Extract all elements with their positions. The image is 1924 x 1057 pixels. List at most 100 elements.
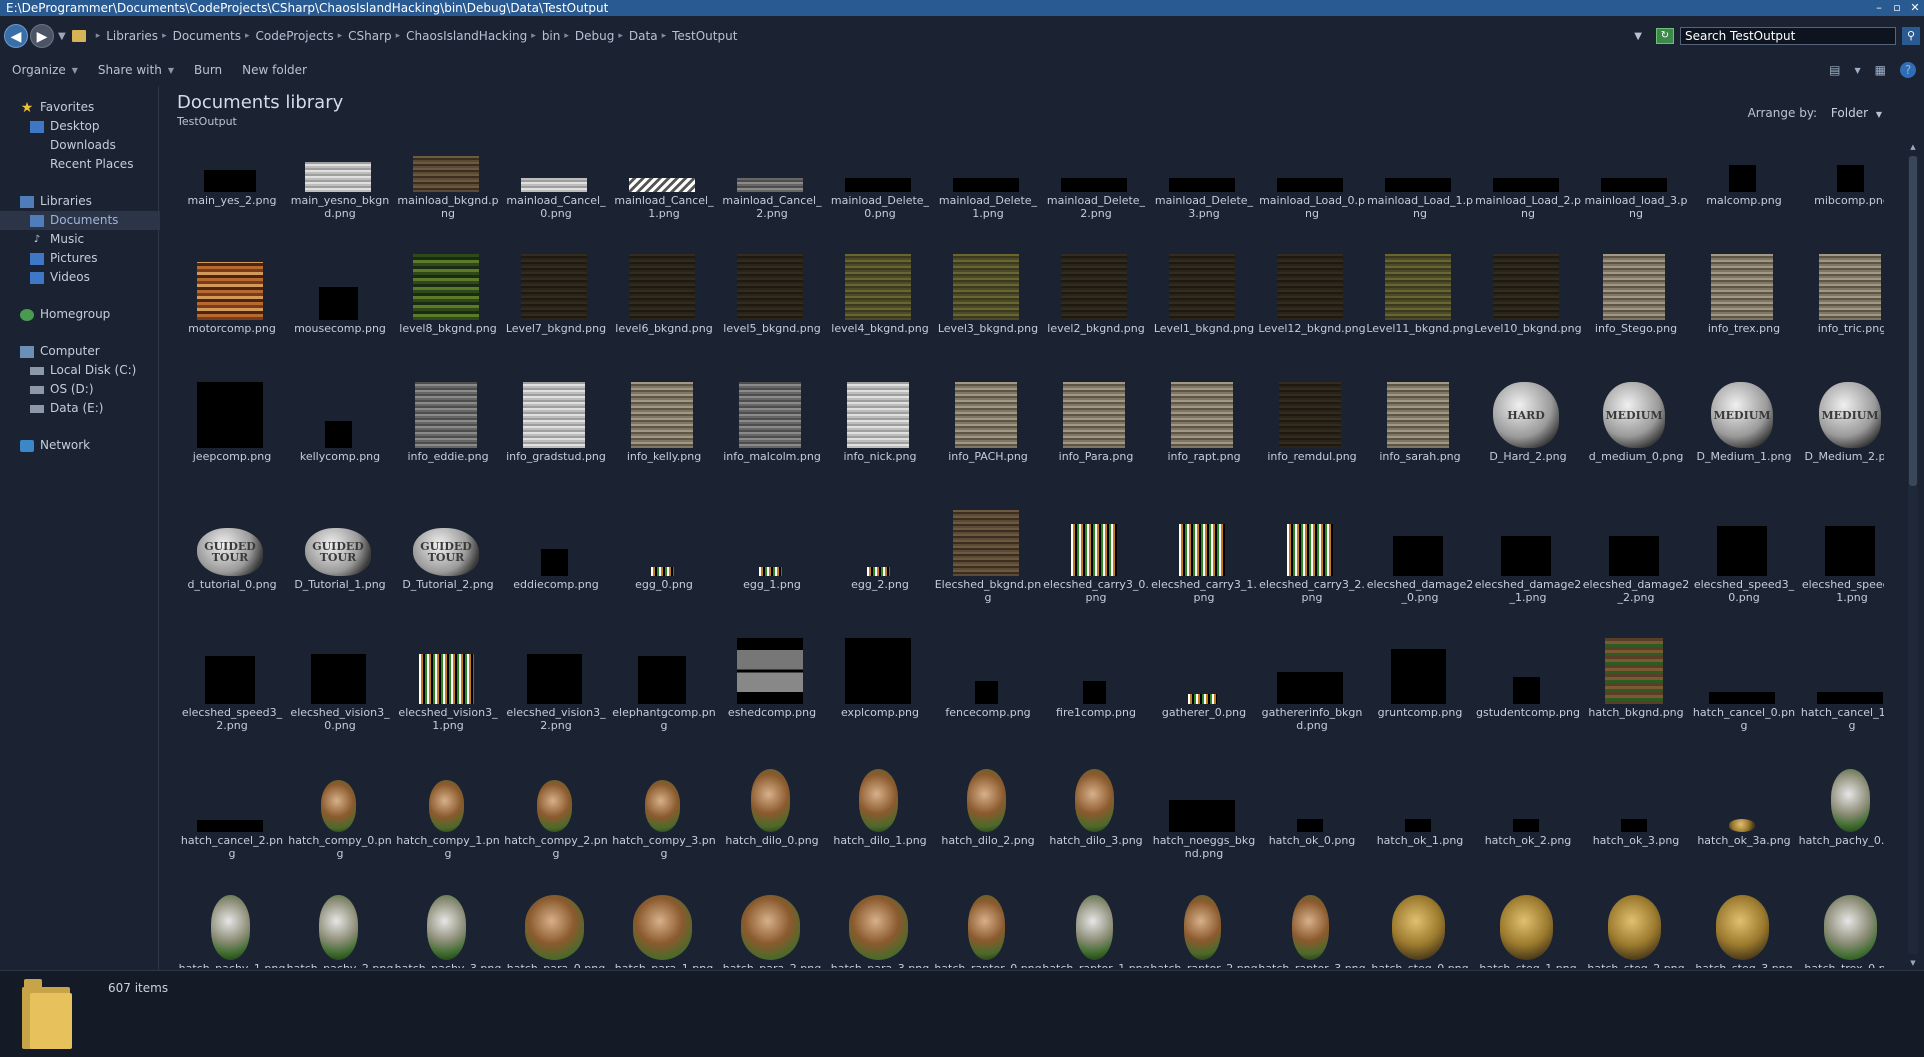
file-item[interactable]: MEDIUM D_Medium_1.png bbox=[1690, 382, 1798, 522]
file-item[interactable]: gathererinfo_bkgnd.png bbox=[1258, 650, 1366, 778]
file-item[interactable]: info_eddie.png bbox=[394, 382, 502, 522]
file-item[interactable]: hatch_para_1.png bbox=[610, 895, 718, 968]
file-item[interactable]: hatch_compy_2.png bbox=[502, 778, 610, 906]
file-item[interactable]: hatch_raptor_2.png bbox=[1150, 895, 1258, 968]
file-item[interactable]: egg_2.png bbox=[826, 522, 934, 650]
chevron-right-icon[interactable]: ▸ bbox=[395, 31, 401, 41]
file-item[interactable]: hatch_compy_3.png bbox=[610, 778, 718, 906]
preview-pane-icon[interactable]: ▦ bbox=[1874, 63, 1886, 77]
back-button[interactable]: ◀ bbox=[4, 24, 28, 48]
file-item[interactable]: hatch_trex_0.png bbox=[1798, 895, 1884, 968]
file-item[interactable]: hatch_raptor_0.png bbox=[934, 895, 1042, 968]
pane-divider[interactable] bbox=[158, 86, 159, 970]
file-item[interactable]: Level7_bkgnd.png bbox=[502, 254, 610, 394]
file-item[interactable]: hatch_dilo_2.png bbox=[934, 769, 1042, 906]
file-item[interactable]: hatch_ok_0.png bbox=[1258, 778, 1366, 906]
address-dropdown-icon[interactable]: ▼ bbox=[1634, 30, 1642, 42]
breadcrumb-item[interactable]: CSharp bbox=[348, 29, 392, 43]
file-item[interactable]: mainload_Delete_2.png bbox=[1042, 138, 1150, 266]
breadcrumb-item[interactable]: CodeProjects bbox=[255, 29, 334, 43]
file-item[interactable]: GUIDED TOUR D_Tutorial_1.png bbox=[286, 522, 394, 650]
file-item[interactable]: hatch_cancel_1.png bbox=[1798, 650, 1884, 778]
file-item[interactable]: mainload_Load_0.png bbox=[1258, 138, 1366, 266]
file-item[interactable]: mainload_bkgnd.png bbox=[394, 138, 502, 266]
file-item[interactable]: gstudentcomp.png bbox=[1474, 650, 1582, 778]
forward-button[interactable]: ▶ bbox=[30, 24, 54, 48]
file-item[interactable]: eshedcomp.png bbox=[718, 638, 826, 778]
file-item[interactable]: mainload_Delete_3.png bbox=[1150, 138, 1258, 266]
file-item[interactable]: info_Para.png bbox=[1042, 382, 1150, 522]
close-button[interactable]: ✕ bbox=[1910, 1, 1920, 14]
file-item[interactable]: info_PACH.png bbox=[934, 382, 1042, 522]
file-item[interactable]: elecshed_speed3_1.png bbox=[1798, 522, 1884, 650]
file-item[interactable]: hatch_ok_2.png bbox=[1474, 778, 1582, 906]
chevron-down-icon[interactable]: ▼ bbox=[1875, 110, 1882, 119]
file-item[interactable]: gruntcomp.png bbox=[1366, 649, 1474, 778]
file-item[interactable]: mainload_load_3.png bbox=[1582, 138, 1690, 266]
nav-data-drive[interactable]: Data (E:) bbox=[0, 399, 160, 418]
nav-favorites[interactable]: ★ Favorites bbox=[0, 98, 160, 117]
chevron-right-icon[interactable]: ▸ bbox=[95, 31, 101, 41]
organize-button[interactable]: Organize ▼ bbox=[12, 63, 78, 77]
file-item[interactable]: motorcomp.png bbox=[178, 262, 286, 394]
breadcrumb-item[interactable]: TestOutput bbox=[672, 29, 738, 43]
chevron-right-icon[interactable]: ▸ bbox=[245, 31, 250, 41]
breadcrumb-item[interactable]: Debug bbox=[574, 29, 615, 43]
file-item[interactable]: hatch_para_3.png bbox=[826, 895, 934, 968]
file-item[interactable]: Level3_bkgnd.png bbox=[934, 254, 1042, 394]
file-item[interactable]: elecshed_carry3_2.png bbox=[1258, 522, 1366, 650]
file-item[interactable]: elecshed_vision3_0.png bbox=[286, 650, 394, 778]
file-item[interactable]: elecshed_vision3_1.png bbox=[394, 650, 502, 778]
file-item[interactable]: hatch_raptor_3.png bbox=[1258, 895, 1366, 968]
search-icon[interactable]: ⚲ bbox=[1902, 27, 1920, 45]
breadcrumb-item[interactable]: Documents bbox=[172, 29, 242, 43]
file-item[interactable]: jeepcomp.png bbox=[178, 382, 286, 522]
file-item[interactable]: hatch_cancel_2.png bbox=[178, 778, 286, 906]
file-item[interactable]: MEDIUM d_medium_0.png bbox=[1582, 382, 1690, 522]
breadcrumb-item[interactable]: Libraries bbox=[106, 29, 159, 43]
new-folder-button[interactable]: New folder bbox=[242, 63, 307, 77]
file-item[interactable]: egg_1.png bbox=[718, 522, 826, 650]
nav-computer[interactable]: Computer bbox=[0, 342, 160, 361]
file-item[interactable]: kellycomp.png bbox=[286, 394, 394, 522]
file-item[interactable]: GUIDED TOUR d_tutorial_0.png bbox=[178, 522, 286, 650]
file-item[interactable]: fencecomp.png bbox=[934, 650, 1042, 778]
file-item[interactable]: gatherer_0.png bbox=[1150, 650, 1258, 778]
file-item[interactable]: mainload_Delete_1.png bbox=[934, 138, 1042, 266]
scroll-up-icon[interactable]: ▲ bbox=[1910, 143, 1916, 151]
chevron-right-icon[interactable]: ▸ bbox=[531, 31, 536, 41]
file-item[interactable]: Level10_bkgnd.png bbox=[1474, 254, 1582, 394]
file-item[interactable]: level8_bkgnd.png bbox=[394, 254, 502, 394]
chevron-right-icon[interactable]: ▸ bbox=[162, 31, 167, 41]
chevron-right-icon[interactable]: ▸ bbox=[661, 31, 667, 41]
vertical-scrollbar[interactable]: ▲ ▼ bbox=[1908, 142, 1918, 968]
file-item[interactable]: mainload_Load_1.png bbox=[1366, 138, 1474, 266]
file-item[interactable]: main_yes_2.png bbox=[178, 138, 286, 266]
change-view-icon[interactable]: ▤ bbox=[1829, 63, 1841, 77]
file-item[interactable]: mousecomp.png bbox=[286, 266, 394, 394]
scroll-thumb[interactable] bbox=[1909, 156, 1917, 486]
help-icon[interactable]: ? bbox=[1900, 62, 1916, 78]
file-item[interactable]: main_yesno_bkgnd.png bbox=[286, 138, 394, 266]
file-item[interactable]: info_Stego.png bbox=[1582, 254, 1690, 394]
file-item[interactable]: info_sarah.png bbox=[1366, 382, 1474, 522]
burn-button[interactable]: Burn bbox=[194, 63, 222, 77]
file-item[interactable]: level2_bkgnd.png bbox=[1042, 254, 1150, 394]
file-item[interactable]: Elecshed_bkgnd.png bbox=[934, 510, 1042, 650]
file-item[interactable]: level5_bkgnd.png bbox=[718, 254, 826, 394]
file-item[interactable]: hatch_para_0.png bbox=[502, 895, 610, 968]
file-item[interactable]: fire1comp.png bbox=[1042, 650, 1150, 778]
file-item[interactable]: elecshed_carry3_1.png bbox=[1150, 522, 1258, 650]
file-item[interactable]: info_nick.png bbox=[826, 382, 934, 522]
nav-desktop[interactable]: Desktop bbox=[0, 117, 160, 136]
arrange-value-dropdown[interactable]: Folder bbox=[1830, 106, 1869, 120]
file-item[interactable]: Level12_bkgnd.png bbox=[1258, 254, 1366, 394]
file-item[interactable]: hatch_cancel_0.png bbox=[1690, 650, 1798, 778]
file-item[interactable]: Level1_bkgnd.png bbox=[1150, 254, 1258, 394]
minimize-button[interactable]: – bbox=[1876, 1, 1882, 14]
file-item[interactable]: info_remdul.png bbox=[1258, 382, 1366, 522]
breadcrumb[interactable]: ▸ Libraries ▸ Documents ▸ CodeProjects ▸ CSharp… bbox=[96, 29, 1635, 43]
file-item[interactable]: mainload_Cancel_0.png bbox=[502, 138, 610, 266]
file-item[interactable]: hatch_compy_0.png bbox=[286, 778, 394, 906]
file-item[interactable]: hatch_ok_1.png bbox=[1366, 778, 1474, 906]
